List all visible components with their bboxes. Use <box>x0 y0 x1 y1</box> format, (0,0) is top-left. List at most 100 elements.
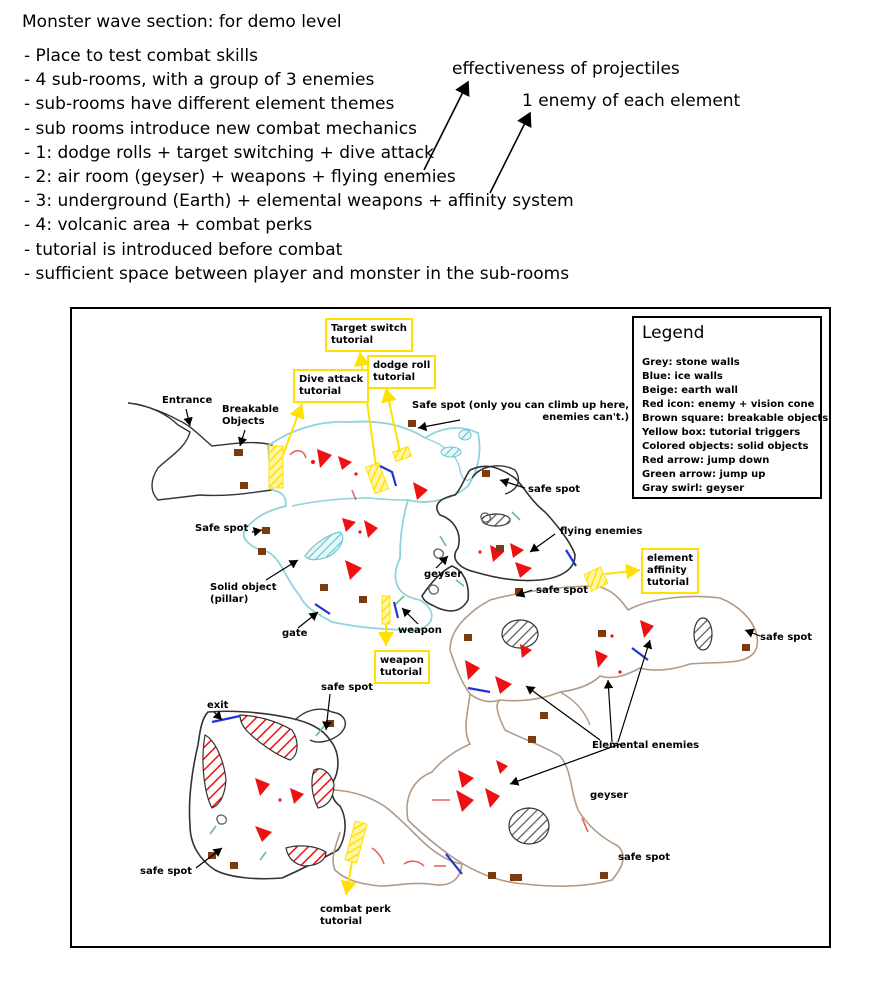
jump-up-arrow <box>259 851 267 861</box>
enemy <box>338 456 352 470</box>
jump-down-arrow <box>403 860 425 867</box>
gate <box>467 686 491 694</box>
rock-solid-object <box>481 513 511 527</box>
breakable-object <box>496 545 504 552</box>
legend-item: Gray swirl: geyser <box>642 483 745 494</box>
legend-item: Green arrow: jump up <box>642 469 766 480</box>
label-safe-spot-climb: Safe spot (only you can climb up here, e… <box>412 400 630 423</box>
enemy <box>364 520 378 538</box>
room-4-stone-walls <box>188 710 346 880</box>
rock-solid-object <box>693 617 713 651</box>
note-item: - 4: volcanic area + combat perks <box>24 215 313 236</box>
room-1-ice-walls <box>242 420 481 631</box>
legend: Legend Grey: stone walls Blue: ice walls… <box>632 316 828 499</box>
label-safe-spot-room-3-east: safe spot <box>760 632 813 643</box>
geyser-icon <box>480 512 492 523</box>
page-title: Monster wave section: for demo level <box>22 12 342 32</box>
gate <box>314 603 331 615</box>
enemy <box>290 788 304 804</box>
jump-down-arrow <box>581 817 589 833</box>
enemy <box>342 518 356 532</box>
breakable-object <box>742 644 750 651</box>
breakable-object <box>408 420 416 427</box>
note-item: - Place to test combat skills <box>24 46 258 66</box>
ice-wall-top-right <box>424 437 479 481</box>
room-3-earth-walls <box>449 585 759 703</box>
geyser-icon <box>428 584 440 595</box>
earth-right-chamber <box>559 691 591 726</box>
label-safe-spot-room-4: safe spot <box>321 682 374 693</box>
gate <box>379 465 398 487</box>
breakable-object <box>482 470 490 477</box>
enemy <box>515 562 532 578</box>
breakable-object <box>234 449 243 456</box>
note-item: - sub-rooms have different element theme… <box>24 94 395 115</box>
enemy <box>413 482 428 500</box>
tutorial-link <box>282 403 305 456</box>
breakable-object <box>258 548 266 555</box>
label-gate: gate <box>282 628 308 639</box>
ice-solid-object <box>440 446 462 458</box>
breakable-object <box>540 712 548 719</box>
side-note-projectiles: effectiveness of projectiles <box>452 59 680 79</box>
volcanic-earth-corridor <box>329 789 463 887</box>
legend-item: Brown square: breakable objects <box>642 413 829 424</box>
lava-rock-solid-object <box>285 845 327 867</box>
label-exit: exit <box>207 700 229 711</box>
enemy <box>465 660 480 680</box>
legend-item: Red arrow: jump down <box>642 455 770 466</box>
label-geyser-room-4: geyser <box>590 790 629 801</box>
enemy <box>510 543 524 558</box>
safe-spot-room-4-top <box>294 708 346 743</box>
tutorial-label-combat-perk: combat perk tutorial <box>320 904 391 927</box>
breakable-object <box>528 736 536 743</box>
enemy <box>255 778 270 796</box>
jump-down-arrow <box>371 847 385 865</box>
arrow-each-element <box>489 111 532 194</box>
label-entrance: Entrance <box>162 395 213 406</box>
jump-up-arrow <box>439 535 447 547</box>
legend-item: Grey: stone walls <box>642 357 740 368</box>
note-item: - 2: air room (geyser) + weapons + flyin… <box>24 167 456 188</box>
lava-rock-solid-object <box>239 714 298 761</box>
enemy <box>520 644 532 658</box>
gate <box>445 853 463 875</box>
legend-item: Red icon: enemy + vision cone <box>642 399 815 410</box>
breakable-object <box>510 874 522 881</box>
label-breakable-objects: Breakable Objects <box>222 404 279 427</box>
rock-solid-object <box>501 619 539 649</box>
enemy <box>495 676 512 694</box>
side-note-each-element: 1 enemy of each element <box>522 91 741 111</box>
tutorial-box-dive-attack: Dive attack tutorial <box>293 369 370 403</box>
label-weapon: weapon <box>398 625 442 636</box>
tutorial-link <box>340 861 357 896</box>
enemy <box>490 545 504 562</box>
breakable-object <box>488 872 496 879</box>
jump-up-arrow <box>395 595 405 605</box>
room-2-lower-wall <box>421 565 470 612</box>
label-safe-spot: safe spot <box>528 484 581 495</box>
tutorial-trigger-weapon <box>381 595 391 625</box>
tutorial-box-element-affinity: element affinity tutorial <box>641 548 700 594</box>
label-safe-spot-west: safe spot <box>140 866 193 877</box>
label-safe-spot-south: safe spot <box>618 852 671 863</box>
label-elemental-enemies: Elemental enemies <box>592 740 700 751</box>
tutorial-box-dodge-roll: dodge roll tutorial <box>367 355 437 389</box>
tutorial-link <box>381 387 401 453</box>
gate <box>565 549 577 567</box>
tutorial-trigger-combat-perk <box>344 820 368 864</box>
geysers <box>216 512 492 825</box>
enemy <box>595 650 608 668</box>
earth-passage <box>406 693 624 887</box>
jump-down-arrow <box>351 489 357 501</box>
lava-rock-solid-object <box>202 734 227 809</box>
breakable-object <box>230 862 238 869</box>
ice-inner-wall <box>291 497 409 507</box>
gate <box>631 647 649 661</box>
label-flying-enemies: flying enemies <box>560 526 643 537</box>
rock-solid-object <box>508 807 550 845</box>
gates <box>211 465 649 875</box>
enemy <box>255 826 272 842</box>
label-safe-spot-room-1: Safe spot <box>195 523 249 534</box>
